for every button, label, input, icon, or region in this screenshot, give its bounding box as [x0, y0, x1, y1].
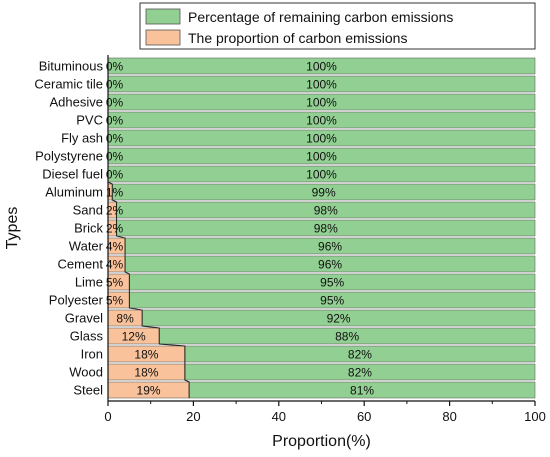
x-tick-label: 100 [524, 409, 546, 424]
category-label: Aluminum [45, 185, 103, 200]
data-label-remaining: 98% [314, 222, 338, 236]
category-label: Sand [73, 203, 103, 218]
category-label: Adhesive [50, 95, 103, 110]
category-label: Brick [74, 221, 103, 236]
category-label: Lime [75, 275, 103, 290]
data-label-remaining: 95% [320, 294, 344, 308]
data-label-proportion: 18% [134, 366, 158, 380]
category-label: Wood [69, 365, 103, 380]
axes: 0 20 40 60 80 100 [104, 55, 546, 424]
data-label-remaining: 82% [348, 366, 372, 380]
data-label-remaining: 95% [320, 276, 344, 290]
category-label: Glass [70, 329, 104, 344]
data-label-proportion: 0% [106, 60, 124, 74]
data-label-proportion: 0% [106, 150, 124, 164]
category-label: Fly ash [61, 131, 103, 146]
data-label-proportion: 18% [134, 348, 158, 362]
bars: Bituminous 0% 100%Ceramic tile 0% 100%Adhesi… [34, 57, 536, 399]
data-label-remaining: 100% [306, 60, 337, 74]
data-label-remaining: 100% [306, 168, 337, 182]
category-label: Polystyrene [35, 149, 103, 164]
data-label-proportion: 0% [106, 168, 124, 182]
legend-entry: Percentage of remaining carbon emissions [188, 9, 453, 25]
legend: Percentage of remaining carbon emissions… [139, 2, 536, 50]
data-label-remaining: 81% [350, 384, 374, 398]
data-label-remaining: 100% [306, 150, 337, 164]
data-label-remaining: 100% [306, 114, 337, 128]
data-label-proportion: 5% [106, 294, 124, 308]
data-label-proportion: 12% [122, 330, 146, 344]
data-label-proportion: 2% [106, 222, 124, 236]
data-label-proportion: 0% [106, 96, 124, 110]
data-label-proportion: 19% [137, 384, 161, 398]
x-tick-label: 0 [104, 409, 111, 424]
legend-swatch [145, 29, 181, 46]
data-label-proportion: 2% [106, 204, 124, 218]
data-label-remaining: 100% [306, 78, 337, 92]
x-tick-label: 40 [272, 409, 286, 424]
data-label-remaining: 100% [306, 132, 337, 146]
data-label-remaining: 100% [306, 96, 337, 110]
data-label-remaining: 99% [312, 186, 336, 200]
data-label-proportion: 4% [106, 258, 124, 272]
category-label: PVC [76, 113, 103, 128]
data-label-proportion: 8% [116, 312, 134, 326]
category-label: Bituminous [39, 59, 104, 74]
category-label: Polyester [49, 293, 104, 308]
legend-box [139, 2, 536, 50]
legend-swatch [145, 8, 181, 25]
x-tick-label: 60 [357, 409, 371, 424]
x-tick-label: 80 [442, 409, 456, 424]
data-label-proportion: 0% [106, 114, 124, 128]
legend-entry: The proportion of carbon emissions [188, 30, 407, 46]
category-label: Water [69, 239, 104, 254]
category-label: Gravel [65, 311, 103, 326]
data-label-remaining: 96% [318, 258, 342, 272]
category-label: Cement [57, 257, 103, 272]
data-label-remaining: 92% [327, 312, 351, 326]
category-label: Diesel fuel [42, 167, 103, 182]
data-label-proportion: 0% [106, 78, 124, 92]
y-axis-title: Types [4, 207, 21, 250]
data-label-proportion: 5% [106, 276, 124, 290]
data-label-proportion: 4% [106, 240, 124, 254]
data-label-remaining: 88% [335, 330, 359, 344]
x-tick-label: 20 [186, 409, 200, 424]
data-label-proportion: 0% [106, 132, 124, 146]
data-label-proportion: 1% [106, 186, 124, 200]
data-label-remaining: 82% [348, 348, 372, 362]
data-label-remaining: 98% [314, 204, 338, 218]
category-label: Ceramic tile [34, 77, 103, 92]
category-label: Steel [73, 383, 103, 398]
x-axis-title: Proportion(%) [272, 433, 371, 450]
data-label-remaining: 96% [318, 240, 342, 254]
category-label: Iron [81, 347, 103, 362]
